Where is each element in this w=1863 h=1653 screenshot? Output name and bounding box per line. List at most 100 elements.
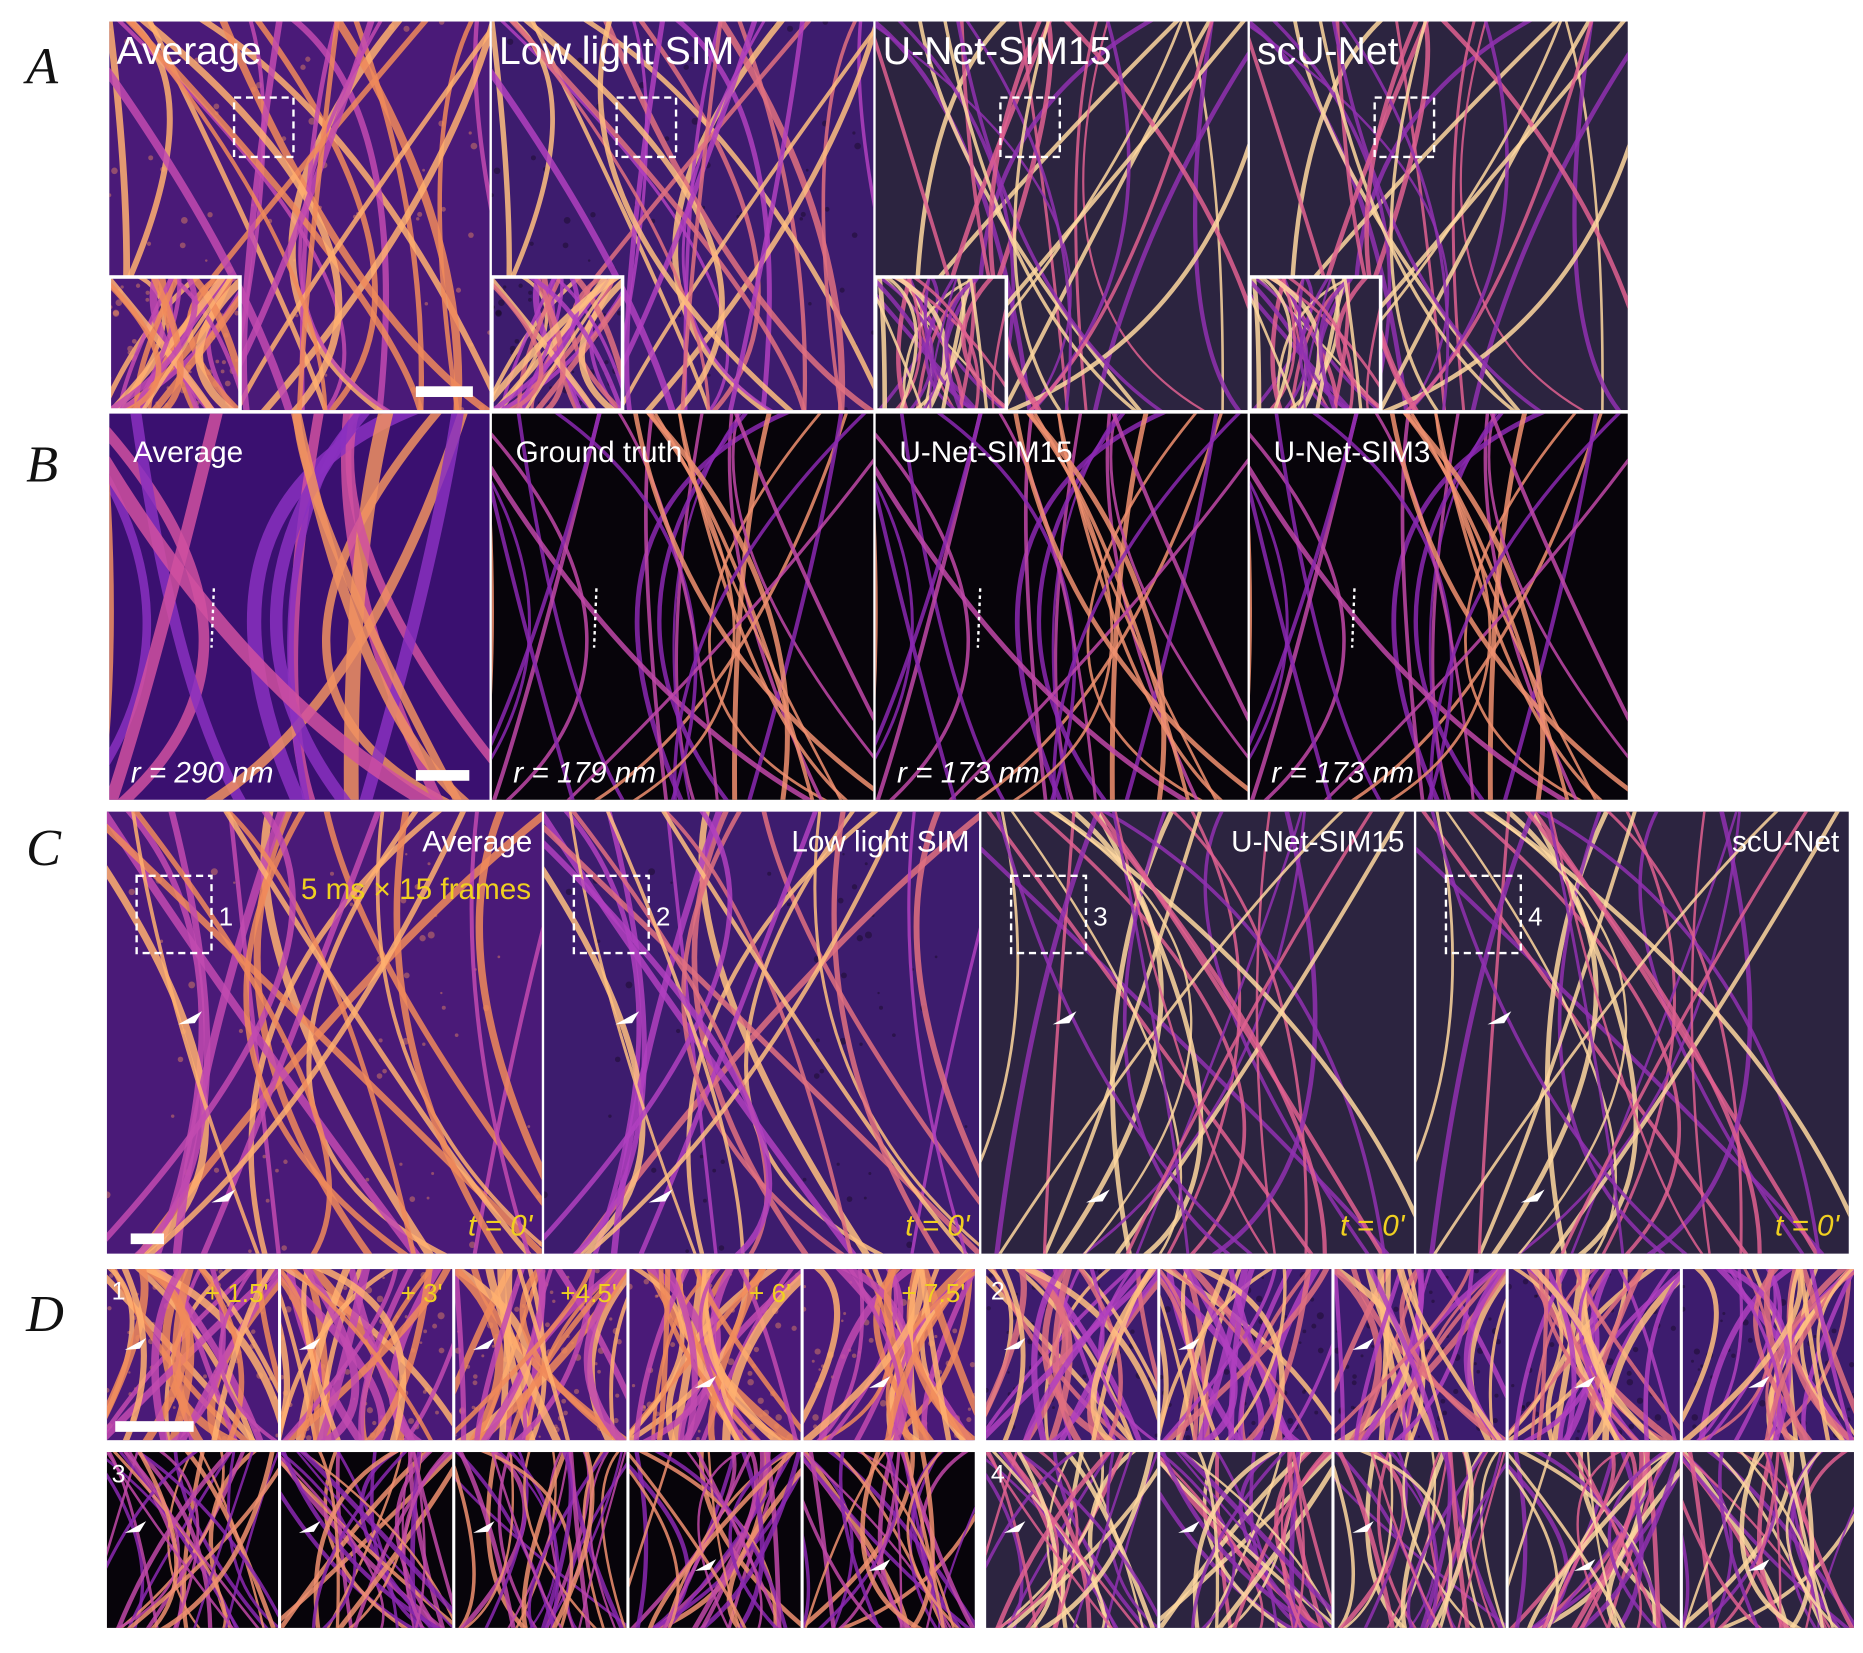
- filament: [1378, 1269, 1391, 1441]
- noise: [966, 1417, 972, 1423]
- noise: [1314, 1410, 1319, 1415]
- filament: [1092, 51, 1248, 411]
- filament: [1160, 1324, 1169, 1431]
- filament: [1698, 1269, 1795, 1441]
- noise: [437, 1312, 445, 1320]
- filament: [1082, 21, 1206, 411]
- filament: [1508, 1269, 1564, 1438]
- filament: [664, 1269, 698, 1441]
- filament: [1036, 413, 1126, 800]
- filament: [336, 1465, 453, 1628]
- noise: [382, 1276, 385, 1280]
- noise: [1371, 1344, 1375, 1348]
- label: 4: [1528, 901, 1543, 931]
- noise: [365, 1286, 373, 1294]
- filament: [732, 413, 772, 800]
- noise: [275, 1168, 279, 1173]
- filament: [675, 21, 772, 411]
- filament: [109, 21, 173, 329]
- noise: [1692, 1424, 1697, 1429]
- noise: [813, 1073, 820, 1079]
- noise: [1747, 1337, 1753, 1343]
- noise: [969, 1362, 975, 1368]
- label: Ground truth: [516, 436, 683, 469]
- filament: [540, 1452, 574, 1628]
- roi-box: [1444, 874, 1523, 955]
- label: r = 173 nm: [1271, 757, 1414, 790]
- image-content: [109, 276, 241, 411]
- filament: [929, 276, 959, 411]
- filament: [995, 1452, 1112, 1628]
- filament: [995, 811, 1254, 1254]
- filament: [838, 1452, 881, 1628]
- filament: [948, 458, 1248, 800]
- noise: [509, 345, 516, 352]
- profile-line: [592, 588, 598, 648]
- filament: [1617, 1269, 1677, 1441]
- noise: [718, 1245, 725, 1251]
- filament: [629, 1468, 680, 1628]
- noise: [590, 212, 596, 218]
- noise: [1476, 1369, 1481, 1374]
- filament: [673, 413, 867, 800]
- image-content: [281, 1452, 453, 1628]
- noise: [1636, 1397, 1644, 1404]
- noise: [179, 242, 186, 249]
- filament: [803, 1452, 910, 1628]
- filament: [657, 413, 749, 800]
- filament: [1434, 1269, 1506, 1399]
- noise: [250, 1329, 256, 1334]
- filament: [1111, 811, 1190, 1254]
- noise: [683, 64, 689, 70]
- filament: [644, 25, 874, 411]
- image-content: [544, 811, 980, 1254]
- noise: [455, 1433, 457, 1437]
- noise: [594, 1362, 598, 1366]
- noise: [514, 1306, 520, 1312]
- noise: [1577, 1429, 1580, 1433]
- noise: [697, 1429, 701, 1433]
- filament: [986, 1269, 1014, 1417]
- filament: [1031, 1269, 1065, 1441]
- filament: [566, 458, 874, 800]
- filament: [1423, 1452, 1470, 1628]
- filament: [1483, 811, 1628, 1254]
- filament: [803, 1269, 841, 1424]
- filament: [1175, 1452, 1332, 1628]
- filament: [860, 1452, 955, 1628]
- arrowhead: [473, 1338, 495, 1350]
- noise: [497, 955, 501, 959]
- filament: [1250, 276, 1309, 411]
- filament: [1052, 413, 1242, 800]
- filament: [544, 840, 773, 1254]
- filament: [480, 1269, 546, 1441]
- filament: [1350, 413, 1603, 800]
- filament: [193, 1452, 254, 1628]
- filament: [106, 811, 296, 1242]
- noise: [148, 155, 154, 161]
- noise: [712, 1168, 717, 1173]
- noise: [594, 1269, 600, 1274]
- filament: [1387, 1269, 1504, 1441]
- filament: [1564, 21, 1604, 411]
- filament: [1529, 1269, 1611, 1441]
- noise: [529, 241, 534, 246]
- noise: [1521, 1404, 1526, 1409]
- filament: [1007, 1452, 1139, 1628]
- noise: [424, 301, 429, 306]
- inset-border: [107, 275, 242, 412]
- filament: [597, 21, 794, 411]
- arrowhead: [1352, 1338, 1374, 1350]
- filament: [883, 276, 918, 411]
- noise: [491, 193, 494, 198]
- filament: [1160, 1459, 1332, 1626]
- noise: [851, 232, 858, 238]
- filament: [764, 1452, 782, 1628]
- filament: [808, 1452, 836, 1628]
- noise: [824, 206, 830, 212]
- noise: [753, 1346, 760, 1353]
- noise: [696, 1436, 700, 1441]
- filament: [804, 1452, 887, 1628]
- filament: [1817, 1506, 1854, 1628]
- noise: [952, 1328, 958, 1334]
